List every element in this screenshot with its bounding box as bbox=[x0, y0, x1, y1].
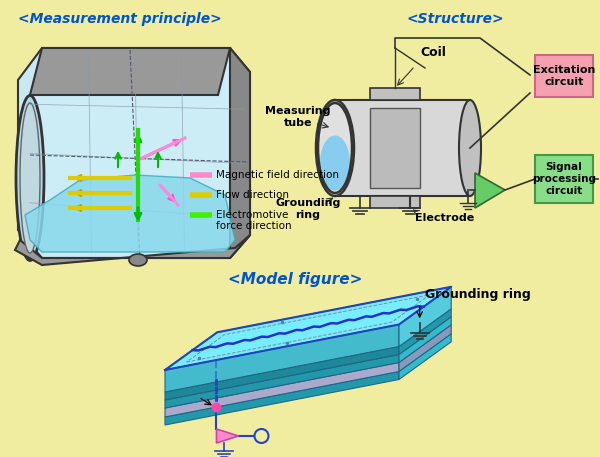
Polygon shape bbox=[335, 100, 470, 196]
Polygon shape bbox=[399, 317, 451, 362]
Text: Excitation
circuit: Excitation circuit bbox=[533, 65, 595, 87]
Ellipse shape bbox=[20, 103, 40, 253]
Text: Flow direction: Flow direction bbox=[216, 190, 289, 200]
Polygon shape bbox=[165, 324, 399, 392]
Polygon shape bbox=[399, 325, 451, 372]
Text: <Measurement principle>: <Measurement principle> bbox=[18, 12, 222, 26]
Bar bbox=[535, 55, 593, 97]
Polygon shape bbox=[30, 48, 230, 95]
Ellipse shape bbox=[129, 254, 147, 266]
Ellipse shape bbox=[320, 135, 350, 191]
Text: Electromotive: Electromotive bbox=[216, 210, 289, 220]
Text: <Structure>: <Structure> bbox=[406, 12, 504, 26]
Text: Electrode: Electrode bbox=[415, 213, 474, 223]
Polygon shape bbox=[370, 196, 420, 208]
Polygon shape bbox=[165, 325, 451, 408]
Polygon shape bbox=[18, 48, 250, 258]
Polygon shape bbox=[399, 334, 451, 379]
Polygon shape bbox=[165, 317, 451, 400]
Polygon shape bbox=[165, 287, 451, 370]
Bar bbox=[535, 155, 593, 203]
Text: Measuring
tube: Measuring tube bbox=[265, 106, 331, 128]
Ellipse shape bbox=[16, 96, 44, 260]
Polygon shape bbox=[370, 108, 420, 188]
Polygon shape bbox=[165, 355, 399, 408]
Polygon shape bbox=[165, 309, 451, 392]
Text: Coil: Coil bbox=[420, 47, 446, 59]
Polygon shape bbox=[370, 88, 420, 100]
Polygon shape bbox=[25, 175, 235, 252]
Polygon shape bbox=[165, 334, 451, 417]
Polygon shape bbox=[217, 429, 238, 443]
Text: Signal
processing
circuit: Signal processing circuit bbox=[532, 162, 596, 196]
Text: force direction: force direction bbox=[216, 221, 292, 231]
Text: Magnetic field direction: Magnetic field direction bbox=[216, 170, 339, 180]
Polygon shape bbox=[15, 235, 250, 265]
Polygon shape bbox=[165, 362, 399, 417]
Text: Grounding ring: Grounding ring bbox=[425, 288, 530, 301]
Polygon shape bbox=[165, 346, 399, 400]
Polygon shape bbox=[30, 55, 245, 252]
Polygon shape bbox=[399, 309, 451, 355]
Text: <Model figure>: <Model figure> bbox=[228, 272, 362, 287]
Ellipse shape bbox=[316, 100, 354, 196]
Polygon shape bbox=[475, 173, 505, 208]
Polygon shape bbox=[165, 372, 399, 425]
Ellipse shape bbox=[459, 100, 481, 196]
Polygon shape bbox=[230, 48, 250, 258]
Polygon shape bbox=[399, 287, 451, 346]
Text: Grounding
ring: Grounding ring bbox=[275, 198, 341, 220]
